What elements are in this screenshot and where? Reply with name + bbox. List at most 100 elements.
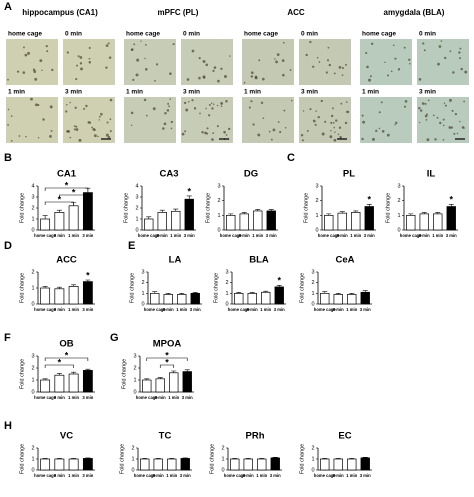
- image-label: 0 min: [183, 31, 200, 38]
- cell: [345, 63, 347, 66]
- error-bar: [362, 290, 368, 293]
- bar: [142, 379, 152, 393]
- cell: [365, 52, 368, 55]
- cell: [453, 132, 456, 135]
- micrograph: [6, 39, 58, 85]
- cell: [442, 118, 445, 121]
- cell: [162, 127, 165, 130]
- cell: [300, 134, 304, 137]
- cell: [425, 119, 428, 121]
- error-bar: [249, 291, 255, 294]
- bar: [230, 458, 240, 471]
- cell: [212, 69, 215, 73]
- y-tick-label: 1: [221, 456, 224, 462]
- cell: [394, 57, 397, 60]
- chart-title: CeA: [335, 255, 354, 266]
- bar: [239, 213, 249, 231]
- error-bar: [353, 210, 359, 213]
- x-tick-label: 1 min: [68, 473, 79, 478]
- bar: [257, 458, 267, 471]
- bar: [155, 378, 165, 393]
- cell: [248, 106, 251, 109]
- y-axis-label: Fold change: [19, 359, 25, 389]
- chart-title: PRh: [246, 431, 265, 442]
- x-tick-label: 1 min: [68, 307, 79, 312]
- cell: [452, 71, 455, 74]
- cell: [130, 111, 134, 115]
- y-tick-label: 0: [135, 227, 138, 233]
- cell: [185, 108, 189, 112]
- cell: [10, 115, 13, 117]
- cell: [152, 107, 156, 111]
- cell: [451, 109, 454, 112]
- cell: [454, 113, 458, 116]
- bar: [153, 458, 163, 471]
- x-tick-label: home cage: [134, 473, 157, 478]
- error-bar: [322, 291, 328, 294]
- cell: [418, 121, 421, 124]
- cell: [37, 137, 40, 139]
- y-axis-label: Fold change: [119, 444, 125, 474]
- error-bar: [142, 458, 148, 459]
- error-bar: [42, 458, 48, 459]
- y-tick-label: 1: [141, 291, 144, 297]
- x-tick-label: 3 min: [182, 395, 193, 400]
- x-tick-label: home cage: [314, 307, 337, 312]
- cell: [276, 53, 280, 57]
- y-tick-label: 0: [31, 467, 34, 473]
- cell: [284, 126, 287, 129]
- y-tick-label: 3: [225, 269, 228, 275]
- x-tick-label: 0 min: [333, 473, 344, 478]
- cell: [50, 130, 53, 132]
- x-tick-label: 3 min: [190, 307, 201, 312]
- cell: [106, 121, 109, 124]
- error-bar: [42, 215, 48, 219]
- cell: [442, 124, 445, 127]
- image-label: home cage: [126, 31, 160, 38]
- error-bar: [272, 457, 278, 458]
- cell: [448, 126, 452, 129]
- x-tick-label: 1 min: [176, 307, 187, 312]
- x-tick-label: 3 min: [360, 307, 371, 312]
- cell: [145, 114, 148, 117]
- y-tick-label: 3: [141, 269, 144, 275]
- y-tick-label: 1: [397, 213, 400, 219]
- y-tick-label: 2: [397, 198, 400, 204]
- y-tick-label: 2: [141, 280, 144, 286]
- cell: [289, 69, 292, 71]
- cell: [220, 105, 223, 107]
- cell: [332, 107, 334, 110]
- cell: [211, 138, 214, 141]
- y-tick-label: 1: [217, 213, 220, 219]
- error-bar: [263, 290, 269, 293]
- y-axis-label: Fold change: [121, 359, 127, 389]
- cell: [341, 74, 344, 77]
- error-bar: [421, 212, 427, 214]
- cell: [250, 75, 254, 78]
- x-tick-label: home cage: [318, 233, 341, 238]
- y-tick-label: 1: [135, 216, 138, 222]
- bar: [40, 287, 51, 305]
- cell: [275, 60, 278, 64]
- y-axis-label: Fold change: [303, 193, 309, 223]
- cell: [325, 71, 328, 74]
- bar: [182, 371, 192, 393]
- y-tick-label: 1: [311, 291, 314, 297]
- error-bar: [171, 370, 177, 373]
- error-bar: [228, 213, 234, 216]
- cell: [88, 60, 92, 64]
- cell: [422, 42, 425, 45]
- error-bar: [165, 293, 171, 295]
- significance: *: [187, 186, 191, 196]
- x-tick-label: 1 min: [350, 233, 361, 238]
- cell: [442, 138, 445, 141]
- cell: [426, 138, 430, 142]
- cell: [135, 73, 139, 77]
- cell: [243, 81, 246, 84]
- error-bar: [157, 377, 163, 379]
- micrograph: [124, 39, 176, 85]
- error-bar: [232, 458, 238, 459]
- y-tick-label: 0: [221, 467, 224, 473]
- x-tick-label: home cage: [314, 473, 337, 478]
- cell: [191, 49, 195, 53]
